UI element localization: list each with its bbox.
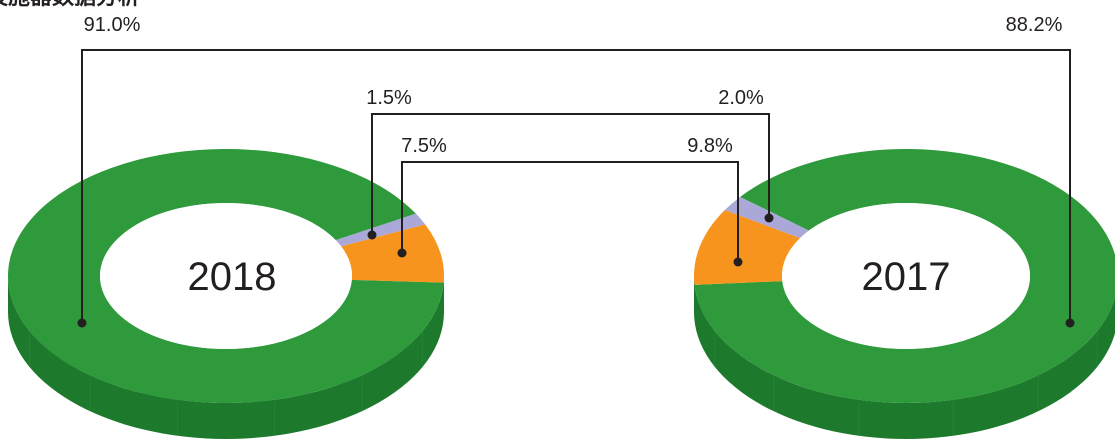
slice-2018-green	[7, 149, 444, 403]
donut-side	[8, 276, 444, 439]
leader-lines	[77, 49, 1075, 328]
chart-title: 设施器数据分析	[0, 0, 140, 10]
label-2017-orange: 9.8%	[687, 135, 733, 157]
label-2018-orange: 7.5%	[401, 135, 447, 157]
slice-2017-orange	[694, 210, 801, 285]
label-2017-green: 88.2%	[1006, 14, 1063, 36]
label-2018-lavender: 1.5%	[366, 87, 412, 109]
year-label-2017: 2017	[862, 255, 951, 299]
donut-hole	[782, 203, 1030, 349]
label-2017-lavender: 2.0%	[718, 87, 764, 109]
donut-2018: 2018	[7, 149, 444, 439]
donut-hole	[100, 203, 352, 349]
percent-labels: 91.0% 88.2% 1.5% 2.0% 7.5% 9.8%	[84, 14, 1063, 157]
year-label-2018: 2018	[188, 255, 277, 299]
donut-2017: 2017	[694, 149, 1115, 439]
label-2018-green: 91.0%	[84, 14, 141, 36]
donut-side	[694, 276, 1115, 439]
slice-2018-orange	[341, 224, 444, 283]
slice-2017-green	[694, 149, 1115, 403]
